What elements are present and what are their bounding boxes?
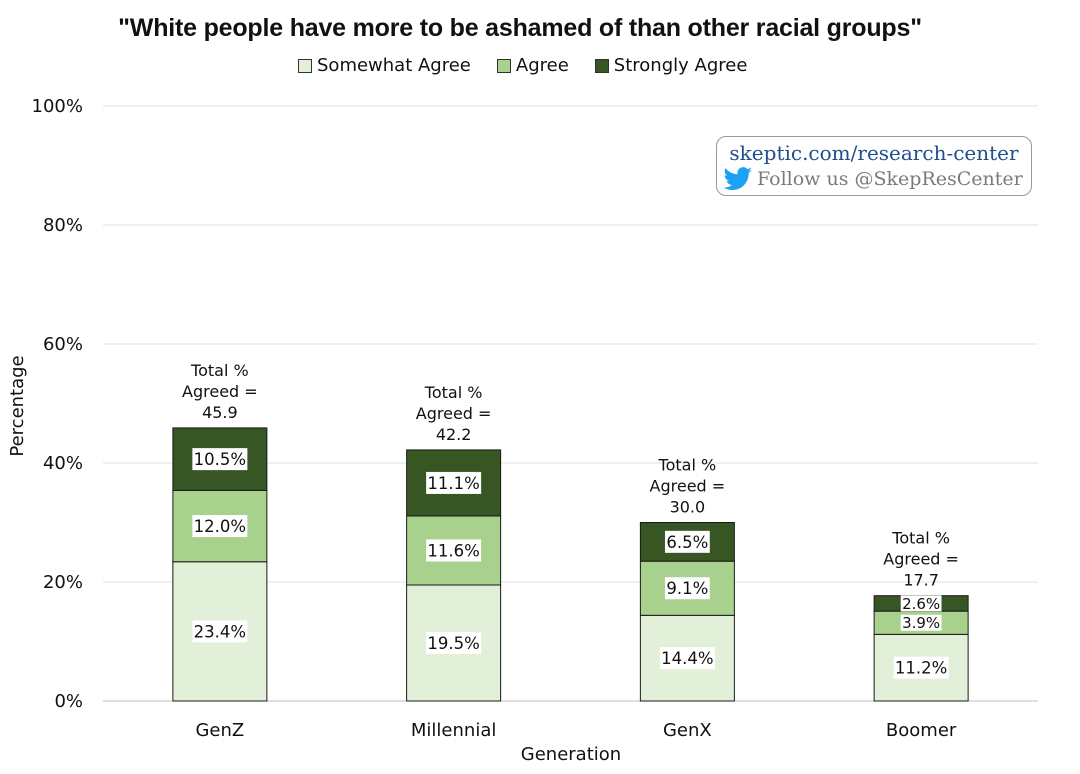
data-label: 12.0%: [194, 517, 246, 536]
total-annotation: 45.9: [202, 403, 238, 422]
data-label: 19.5%: [427, 634, 479, 653]
y-tick-label: 100%: [32, 96, 83, 117]
legend: Somewhat Agree Agree Strongly Agree: [298, 55, 747, 76]
y-tick-label: 40%: [43, 453, 83, 474]
data-label: 3.9%: [902, 614, 940, 632]
data-label: 10.5%: [194, 450, 246, 469]
data-label: 6.5%: [666, 533, 708, 552]
y-tick-label: 0%: [54, 691, 83, 712]
data-label: 14.4%: [661, 649, 713, 668]
data-label-box: [192, 515, 248, 538]
total-annotation: Agreed =: [650, 477, 726, 496]
legend-label-agree: Agree: [515, 55, 569, 76]
legend-item-somewhat-agree: Somewhat Agree: [298, 55, 471, 76]
y-tick-label: 60%: [43, 334, 83, 355]
total-annotation: Total %: [658, 456, 717, 475]
data-label: 2.6%: [902, 595, 940, 613]
legend-swatch-strongly-agree: [594, 58, 609, 73]
total-annotation: Agreed =: [416, 404, 492, 423]
data-label-box: [426, 631, 482, 654]
data-label-box: [426, 539, 482, 562]
data-label: 23.4%: [194, 622, 246, 641]
total-annotation: Agreed =: [883, 550, 959, 569]
total-annotation: 42.2: [436, 425, 472, 444]
watermark-follow: Follow us @SkepResCenter: [723, 167, 1023, 191]
data-label-box: [664, 530, 710, 553]
data-label-box: [426, 471, 482, 494]
data-label-box: [664, 577, 710, 600]
total-annotation: Total %: [424, 383, 483, 402]
watermark-follow-text: Follow us @SkepResCenter: [757, 168, 1023, 190]
data-label: 11.1%: [427, 474, 479, 493]
total-annotation: Agreed =: [182, 382, 258, 401]
data-label-box: [659, 647, 715, 670]
legend-swatch-agree: [496, 58, 511, 73]
legend-item-strongly-agree: Strongly Agree: [594, 55, 748, 76]
watermark-site-link[interactable]: skeptic.com/research-center: [729, 141, 1019, 165]
data-label-box: [893, 656, 949, 679]
total-annotation: Total %: [891, 529, 950, 548]
chart-title: "White people have more to be ashamed of…: [118, 14, 922, 42]
legend-swatch-somewhat-agree: [298, 58, 312, 73]
data-label-box: [192, 448, 248, 471]
x-tick-label: Millennial: [411, 720, 496, 741]
data-label-box: [900, 614, 942, 631]
twitter-bird-icon: [723, 167, 752, 191]
y-tick-label: 20%: [43, 572, 83, 593]
data-label-box: [192, 620, 248, 643]
y-axis-title: Percentage: [7, 355, 28, 456]
x-tick-label: GenX: [663, 720, 712, 741]
data-label: 11.6%: [427, 541, 479, 560]
y-tick-label: 80%: [43, 215, 83, 236]
total-annotation: Total %: [190, 361, 249, 380]
x-tick-label: Boomer: [886, 720, 957, 741]
legend-label-somewhat-agree: Somewhat Agree: [317, 55, 471, 76]
data-label: 11.2%: [895, 659, 947, 678]
legend-label-strongly-agree: Strongly Agree: [613, 55, 748, 76]
total-annotation: 30.0: [670, 498, 706, 517]
legend-item-agree: Agree: [496, 55, 569, 76]
data-label-box: [900, 595, 942, 612]
total-annotation: 17.7: [903, 571, 939, 590]
x-tick-label: GenZ: [195, 720, 244, 741]
x-axis-title: Generation: [521, 744, 621, 765]
data-label: 9.1%: [666, 579, 708, 598]
watermark-box: skeptic.com/research-center Follow us @S…: [716, 136, 1032, 196]
